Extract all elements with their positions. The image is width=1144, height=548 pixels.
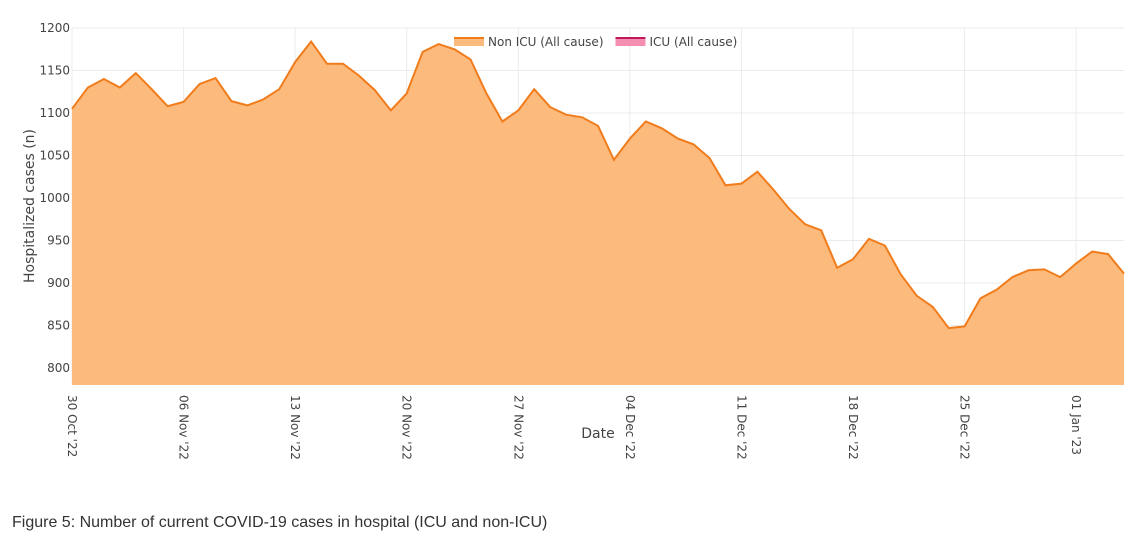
y-tick-label: 1100	[39, 106, 70, 120]
y-tick-label: 1000	[39, 191, 70, 205]
x-tick-label: 01 Jan '23	[1069, 395, 1083, 455]
y-tick-label: 900	[47, 276, 70, 290]
legend-swatch	[454, 38, 484, 46]
x-tick-label: 27 Nov '22	[511, 395, 525, 460]
y-tick-label: 800	[47, 361, 70, 375]
y-tick-label: 850	[47, 319, 70, 333]
y-tick-label: 950	[47, 234, 70, 248]
x-tick-label: 25 Dec '22	[958, 395, 972, 460]
x-tick-label: 20 Nov '22	[400, 395, 414, 460]
y-tick-label: 1200	[39, 21, 70, 35]
x-tick-label: 30 Oct '22	[65, 395, 79, 457]
y-axis-title: Hospitalized cases (n)	[22, 129, 38, 283]
x-tick-label: 04 Dec '22	[623, 395, 637, 460]
x-axis-title: Date	[581, 426, 614, 442]
legend-label: Non ICU (All cause)	[488, 35, 604, 49]
area	[72, 41, 1124, 385]
legend-swatch	[615, 38, 646, 46]
x-tick-label: 18 Dec '22	[846, 395, 860, 460]
x-tick-label: 13 Nov '22	[288, 395, 302, 460]
y-tick-label: 1150	[39, 64, 70, 78]
line	[71, 39, 1125, 330]
caption: Figure 5: Number of current COVID-19 cas…	[12, 514, 547, 531]
y-tick-label: 1050	[39, 149, 70, 163]
x-tick-label: 11 Dec '22	[734, 395, 748, 460]
legend-label: ICU (All cause)	[650, 35, 738, 49]
x-tick-label: 06 Nov '22	[177, 395, 191, 460]
